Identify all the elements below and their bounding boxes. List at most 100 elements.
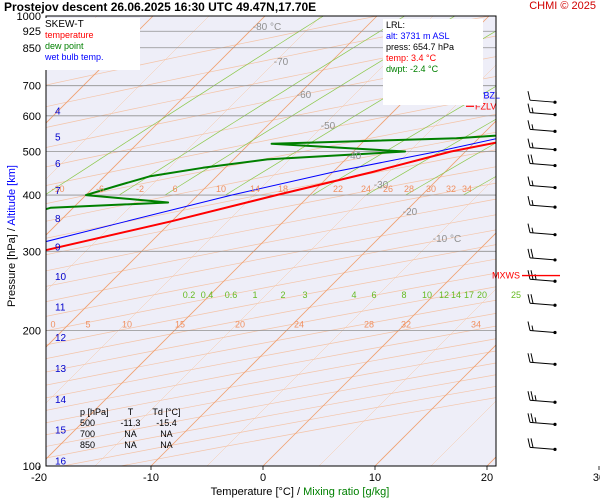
wind-barb-flag xyxy=(530,154,534,164)
wind-barb-half xyxy=(531,180,534,186)
table-cell: NA xyxy=(124,429,137,439)
mixing-ratio-label: 17 xyxy=(464,290,474,300)
table-cell: NA xyxy=(160,429,173,439)
wind-barb-flag xyxy=(527,438,531,448)
wind-barb-flag xyxy=(527,248,531,259)
wind-barb-flag xyxy=(527,294,531,304)
table-row: 850 NA NA xyxy=(74,440,187,451)
wind-barb-flag xyxy=(530,270,534,280)
x-tick-label: 0 xyxy=(260,472,266,484)
wind-barb-shaft xyxy=(529,421,556,425)
pressure-tick-label: 925 xyxy=(23,26,41,38)
dry-adiabat-line xyxy=(46,56,496,148)
table-cell: NA xyxy=(160,440,173,450)
wind-barb-flag xyxy=(527,103,531,113)
x-axis-label-separator: / xyxy=(297,486,301,498)
chart-title: Prostejov descent 26.06.2025 16:30 UTC 4… xyxy=(4,0,317,14)
table-row: 700 NA NA xyxy=(74,429,187,440)
isotherm-label: 20 xyxy=(235,320,245,330)
isotherm-line xyxy=(318,288,496,466)
wind-barb-half xyxy=(531,227,534,233)
wind-barb-shaft xyxy=(529,232,556,236)
isotherm-label: 15 xyxy=(175,320,185,330)
mixing-ratio-label: 6 xyxy=(371,290,376,300)
dry-adiabat-label: -10 °C xyxy=(433,234,461,245)
lrl-altitude: alt: 3731 m ASL xyxy=(386,31,450,41)
wind-barb-shaft xyxy=(529,302,556,306)
isotherm-label: 0 xyxy=(50,320,55,330)
isotherm-line xyxy=(46,16,322,292)
lrl-dewpoint: dwpt: -2.4 °C xyxy=(386,64,439,74)
wind-barb-dot xyxy=(553,163,557,168)
wind-barb-shaft xyxy=(529,361,556,365)
altitude-tick-label: 11 xyxy=(55,302,66,313)
altitude-tick-label: 14 xyxy=(55,395,67,406)
x-axis-label-mixing-ratio: Mixing ratio [g/kg] xyxy=(303,486,390,498)
x-axis-label-temperature: Temperature [°C] xyxy=(210,486,294,498)
isotherm-line xyxy=(46,16,154,124)
wind-barb-half xyxy=(531,107,534,113)
isotherm-label: 18 xyxy=(278,184,288,194)
mixing-ratio-line xyxy=(539,16,600,195)
wind-barb-dot xyxy=(553,113,557,117)
wind-barb-shaft xyxy=(529,128,556,132)
mixing-ratio-label: 14 xyxy=(451,290,461,300)
mixing-ratio-line xyxy=(506,16,600,195)
isotherm-line xyxy=(150,120,496,466)
isotherm-label: 10 xyxy=(216,184,226,194)
dry-adiabat-label: -20 xyxy=(403,207,418,218)
wind-barb-flag xyxy=(527,353,531,363)
mixing-ratio-label: 0.4 xyxy=(201,290,214,300)
table-header: Td [°C] xyxy=(152,407,181,417)
grid-labels: -80 °C-70-60-50-40-30-20-10 °C0 5 10 15 20 24… xyxy=(50,22,521,330)
mixing-ratio-label: 4 xyxy=(351,290,356,300)
altitude-tick-label: 4 xyxy=(55,107,61,118)
table-cell: -11.3 xyxy=(120,418,141,428)
wind-barb-dot xyxy=(553,129,557,133)
dry-adiabat-line xyxy=(46,76,496,168)
pressure-tick-label: 400 xyxy=(23,190,41,202)
isotherm-label: 5 xyxy=(85,320,90,330)
dry-adiabat-label: -30 xyxy=(374,180,389,191)
mixing-ratio-line xyxy=(567,16,600,195)
wind-barb-half xyxy=(534,395,537,401)
dry-adiabat-label: -60 xyxy=(297,90,312,101)
isotherm-line xyxy=(543,16,600,466)
pressure-tick-label: 500 xyxy=(23,146,41,158)
summary-table: p [hPa] T Td [°C] 500 -11.3 -15.4 700 NA… xyxy=(74,407,187,451)
altitude-tick-label: 10 xyxy=(55,272,67,283)
x-tick-label: -20 xyxy=(31,472,47,484)
wind-barb-flag xyxy=(527,413,531,423)
series-line-wet-bulb-temp- xyxy=(46,138,496,243)
wind-barb-shaft xyxy=(529,446,556,450)
legend: SKEW-T temperature dew point wet bulb te… xyxy=(42,18,140,70)
mixing-ratio-label: 1 xyxy=(252,290,257,300)
isotherm-label: 30 xyxy=(426,184,436,194)
dry-adiabat-label: -40 xyxy=(347,151,362,162)
isotherm-line xyxy=(46,16,266,236)
mixing-ratio-label: 3 xyxy=(302,290,307,300)
profiles xyxy=(46,134,496,252)
wind-barb-dot xyxy=(553,303,557,307)
wind-barb-half xyxy=(531,325,534,331)
fzlv-label: FZLV xyxy=(475,101,496,111)
table-header: p [hPa] xyxy=(80,407,109,417)
isotherm-label: 6 xyxy=(172,184,177,194)
isotherm-label: 32 xyxy=(401,320,411,330)
wind-barb-flag xyxy=(530,294,534,304)
x-tick-label: -10 xyxy=(143,472,159,484)
dry-adiabat-line xyxy=(46,258,496,346)
table-row: 500 -11.3 -15.4 xyxy=(74,418,187,429)
wind-barb-dot xyxy=(553,100,557,104)
copyright: CHMI © 2025 xyxy=(529,0,596,12)
wind-barb-dot xyxy=(553,362,557,366)
wind-barb-shaft xyxy=(529,278,556,282)
y-axis-label: Pressure [hPa] / Altitude [km] xyxy=(6,146,18,326)
wind-barb-dot xyxy=(553,400,557,404)
isotherm-line xyxy=(374,344,496,466)
mixing-ratio-label: 0.2 xyxy=(183,290,196,300)
isotherm-line xyxy=(262,232,496,466)
wind-barb-flag xyxy=(527,195,531,206)
x-tick-label: 30 xyxy=(593,472,600,484)
